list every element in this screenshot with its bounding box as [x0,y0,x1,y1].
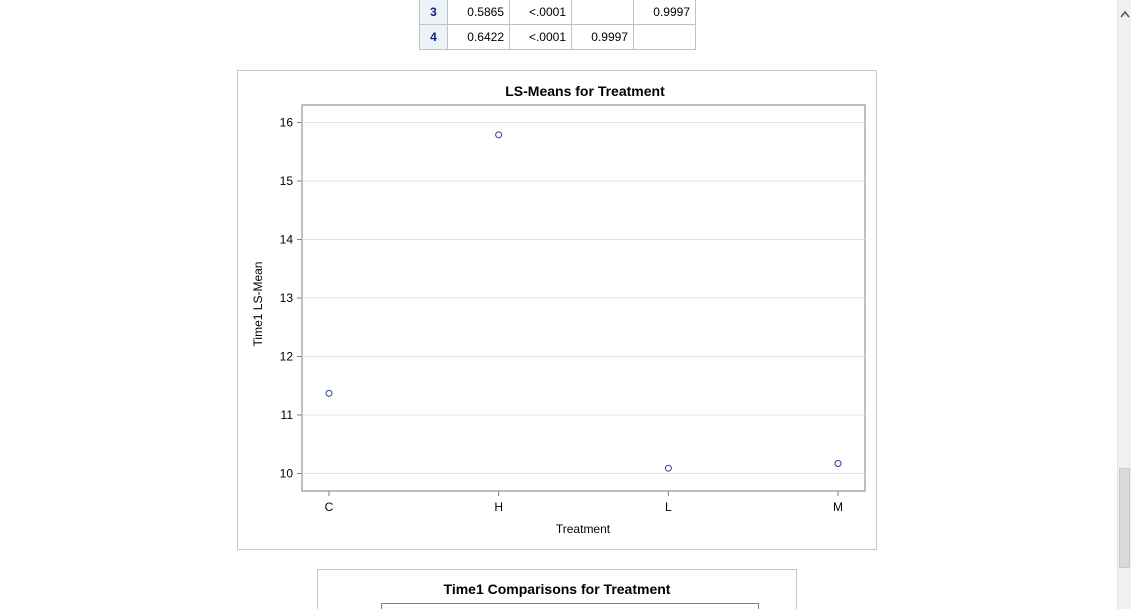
y-axis-label: Time1 LS-Mean [251,262,265,347]
x-tick-label: M [833,500,843,514]
data-point [495,131,503,139]
table-cell: 0.5865 [447,0,510,25]
data-points [325,131,842,472]
row-header: 3 [419,0,448,25]
pvalue-table: 3 0.5865 <.0001 0.9997 4 0.6422 <.0001 0… [419,0,696,50]
y-tick-label: 11 [281,408,294,422]
table-cell [633,24,696,50]
x-tick-label: H [494,500,503,514]
table-cell: <.0001 [509,24,572,50]
comparisons-plot-frame [381,603,759,609]
scroll-thumb[interactable] [1119,468,1130,568]
comparisons-title: Time1 Comparisons for Treatment [443,581,671,597]
x-tick-label: L [665,500,672,514]
chart-title: LS-Means for Treatment [505,83,665,99]
chevron-up-icon[interactable] [1118,0,1131,28]
y-tick-label: 15 [280,174,294,188]
table-row: 4 0.6422 <.0001 0.9997 [419,24,696,50]
y-tick-label: 16 [280,116,294,130]
lsmeans-chart: LS-Means for Treatment 10 11 12 13 14 15 16 C H… [251,83,866,536]
data-point [834,460,842,468]
y-axis: 10 11 12 13 14 15 16 [280,116,302,480]
x-tick-label: C [325,500,334,514]
table-row: 3 0.5865 <.0001 0.9997 [419,0,696,25]
table-cell [571,0,634,25]
y-tick-label: 12 [280,349,294,363]
table-cell: 0.9997 [571,24,634,50]
table-cell: <.0001 [509,0,572,25]
lsmeans-plot-panel: LS-Means for Treatment 10 11 12 13 14 15 16 C H… [237,70,877,550]
table-cell: 0.6422 [447,24,510,50]
vertical-scrollbar[interactable] [1117,0,1131,609]
table-cell: 0.9997 [633,0,696,25]
y-tick-label: 14 [280,233,294,247]
pvalue-table-body: 3 0.5865 <.0001 0.9997 4 0.6422 <.0001 0… [419,0,696,50]
comparisons-panel: Time1 Comparisons for Treatment [317,569,797,609]
y-tick-label: 13 [280,291,294,305]
row-header: 4 [419,24,448,50]
x-axis-label: Treatment [556,522,611,536]
data-point [664,464,672,472]
data-point [325,389,333,397]
grid-lines [302,122,865,474]
y-tick-label: 10 [280,466,294,480]
